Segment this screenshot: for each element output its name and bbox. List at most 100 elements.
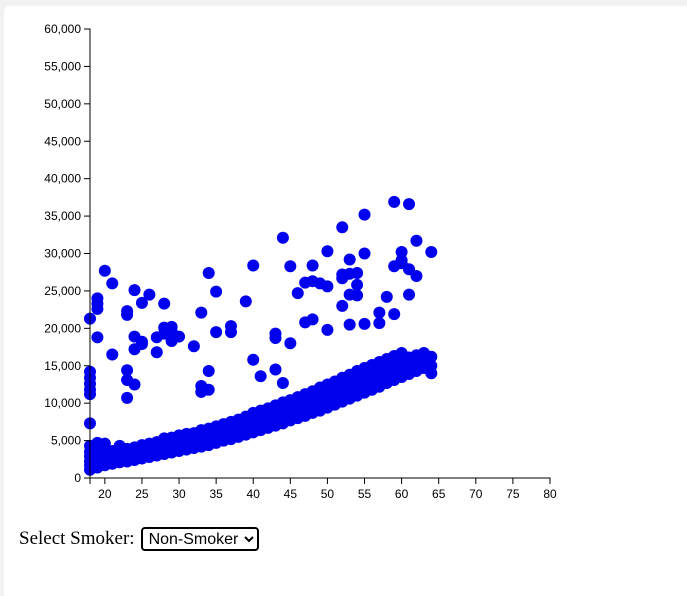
- y-tick-label: 0: [74, 471, 81, 485]
- data-point: [106, 348, 119, 361]
- data-point: [321, 245, 334, 258]
- data-point: [373, 306, 386, 319]
- y-tick-label: 40,000: [44, 172, 81, 186]
- data-point: [358, 247, 371, 260]
- data-point: [336, 299, 349, 312]
- data-point: [202, 266, 215, 279]
- data-point: [202, 364, 215, 377]
- data-point: [395, 246, 408, 259]
- data-point: [247, 259, 260, 272]
- data-point: [403, 198, 416, 211]
- data-point: [358, 317, 371, 330]
- data-point: [373, 317, 386, 330]
- x-tick-label: 70: [469, 487, 483, 501]
- data-point: [158, 297, 171, 310]
- smoker-select[interactable]: Non-Smoker: [140, 527, 259, 551]
- data-point: [121, 305, 134, 318]
- data-point: [91, 331, 104, 344]
- data-point: [210, 285, 223, 298]
- x-axis: 20 25 30 35 40 45 50 55 60 65 70 75 80: [89, 477, 557, 501]
- data-point: [395, 254, 408, 267]
- data-point: [121, 364, 134, 377]
- data-point: [425, 350, 438, 363]
- data-point: [425, 359, 438, 372]
- data-point: [276, 376, 289, 389]
- data-point: [128, 284, 141, 297]
- data-point: [202, 383, 215, 396]
- data-point: [195, 306, 208, 319]
- data-point: [269, 363, 282, 376]
- data-point: [173, 330, 186, 343]
- data-point: [106, 277, 119, 290]
- data-point: [269, 327, 282, 340]
- data-point: [98, 264, 111, 277]
- x-tick-label: 55: [358, 487, 372, 501]
- data-point: [380, 290, 393, 303]
- y-tick-label: 35,000: [44, 209, 81, 223]
- data-point: [321, 323, 334, 336]
- smoker-select-label: Select Smoker:: [19, 528, 135, 549]
- data-point: [351, 289, 364, 302]
- data-point: [343, 318, 356, 331]
- data-point: [343, 253, 356, 266]
- data-point: [410, 234, 423, 247]
- y-tick-label: 45,000: [44, 134, 81, 148]
- data-point: [254, 370, 267, 383]
- data-point: [284, 260, 297, 273]
- chart-card: 20 25 30 35 40 45 50 55 60 65 70 75 80 0 5,000 10,000 1…: [4, 6, 687, 596]
- data-point: [121, 391, 134, 404]
- x-tick-label: 80: [543, 487, 557, 501]
- data-point: [351, 278, 364, 291]
- x-tick-label: 25: [135, 487, 149, 501]
- data-point: [210, 326, 223, 339]
- points-layer: [84, 195, 438, 476]
- data-point: [351, 266, 364, 279]
- data-point: [187, 340, 200, 353]
- y-tick-label: 5,000: [51, 434, 81, 448]
- x-tick-label: 35: [209, 487, 223, 501]
- x-axis-line: [89, 477, 551, 484]
- x-tick-label: 75: [506, 487, 520, 501]
- smoker-control: Select Smoker: Non-Smoker: [19, 527, 259, 551]
- x-tick-label: 20: [98, 487, 112, 501]
- data-point: [143, 288, 156, 301]
- data-point: [306, 313, 319, 326]
- y-axis: 0 5,000 10,000 15,000 20,000 25,000 30,000 35,0…: [44, 22, 91, 485]
- data-point: [239, 295, 252, 308]
- y-tick-label: 20,000: [44, 321, 81, 335]
- data-point: [358, 208, 371, 221]
- y-tick-label: 60,000: [44, 22, 81, 36]
- data-point: [165, 320, 178, 333]
- data-point: [403, 288, 416, 301]
- y-tick-label: 25,000: [44, 284, 81, 298]
- y-tick-label: 50,000: [44, 97, 81, 111]
- data-point: [276, 231, 289, 244]
- data-point: [388, 308, 401, 321]
- data-point: [321, 280, 334, 293]
- data-point: [410, 269, 423, 282]
- data-point: [135, 335, 148, 348]
- x-tick-label: 65: [432, 487, 446, 501]
- x-tick-label: 30: [172, 487, 186, 501]
- x-tick-label: 40: [247, 487, 261, 501]
- x-tick-label: 45: [284, 487, 298, 501]
- data-point: [306, 259, 319, 272]
- data-point: [150, 346, 163, 359]
- data-point: [224, 320, 237, 333]
- y-tick-label: 30,000: [44, 247, 81, 261]
- x-tick-label: 60: [395, 487, 409, 501]
- y-tick-label: 15,000: [44, 359, 81, 373]
- data-point: [284, 337, 297, 350]
- data-point: [98, 437, 111, 450]
- data-point: [247, 353, 260, 366]
- data-point: [91, 292, 104, 305]
- data-point: [135, 296, 148, 309]
- data-point: [336, 221, 349, 234]
- y-tick-label: 55,000: [44, 59, 81, 73]
- data-point: [388, 195, 401, 208]
- data-point: [128, 378, 141, 391]
- data-point: [425, 246, 438, 259]
- x-tick-label: 50: [321, 487, 335, 501]
- y-tick-label: 10,000: [44, 396, 81, 410]
- scatter-plot: 20 25 30 35 40 45 50 55 60 65 70 75 80 0 5,000 10,000 1…: [44, 22, 557, 501]
